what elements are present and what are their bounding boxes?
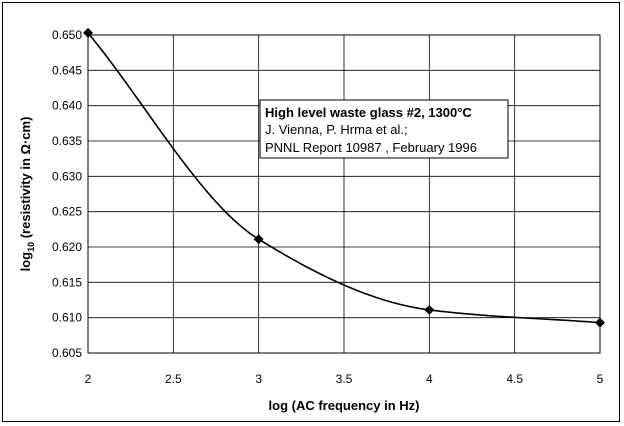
y-axis-label-log: log [18,252,33,272]
y-tick-label: 0.605 [52,346,82,360]
series-line [87,32,601,324]
x-tick-label: 4 [426,372,433,386]
y-tick-label: 0.610 [52,311,82,325]
y-tick-label: 0.650 [52,28,82,42]
data-point-marker [83,27,93,38]
y-tick-label: 0.620 [52,240,82,254]
y-tick-label: 0.645 [52,63,82,77]
series-markers [83,27,605,328]
x-tick-label: 2.5 [165,372,182,386]
x-tick-label: 3.5 [336,372,353,386]
y-tick-label: 0.625 [52,205,82,219]
y-tick-label: 0.635 [52,134,82,148]
y-tick-label: 0.615 [52,275,82,289]
x-tick-label: 3 [255,372,262,386]
y-tick-label: 0.630 [52,169,82,183]
plot-area [87,34,601,354]
data-point-marker [595,317,605,328]
annotation-box: High level waste glass #2, 1300°C J. Vie… [259,99,509,159]
y-axis-label: log10 (resistivity in Ω·cm) [18,117,36,272]
data-point-marker [253,234,264,245]
annotation-report: PNNL Report 10987 , February 1996 [265,140,477,155]
y-axis-label-subscript: 10 [26,242,36,252]
annotation-title: High level waste glass #2, 1300°C [265,105,472,120]
grid [87,34,601,354]
x-tick-label: 2 [85,372,92,386]
y-tick-labels: 0.605 0.610 0.615 0.620 0.625 0.630 0.635 0.640… [52,28,82,360]
x-axis-label: log (AC frequency in Hz) [269,398,420,413]
x-tick-label: 5 [597,372,604,386]
y-axis-label-rest: (resistivity in Ω·cm) [18,117,33,242]
annotation-authors: J. Vienna, P. Hrma et al.; [265,122,408,137]
data-point-marker [424,304,435,315]
y-tick-label: 0.640 [52,99,82,113]
annotation-background [259,99,509,159]
x-tick-labels: 2 2.5 3 3.5 4 4.5 5 [85,372,604,386]
x-tick-label: 4.5 [506,372,523,386]
